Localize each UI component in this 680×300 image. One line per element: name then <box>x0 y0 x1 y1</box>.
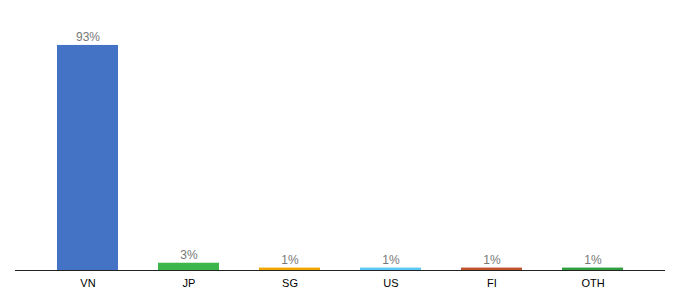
svg-text:VN: VN <box>80 277 95 289</box>
svg-text:3%: 3% <box>180 248 198 262</box>
svg-text:93%: 93% <box>76 30 100 44</box>
svg-text:1%: 1% <box>483 253 501 267</box>
svg-text:1%: 1% <box>584 253 602 267</box>
svg-text:JP: JP <box>183 277 196 289</box>
svg-text:US: US <box>383 277 398 289</box>
svg-text:1%: 1% <box>281 253 299 267</box>
svg-text:1%: 1% <box>382 253 400 267</box>
svg-text:FI: FI <box>487 277 497 289</box>
svg-text:OTH: OTH <box>581 277 604 289</box>
svg-text:SG: SG <box>282 277 298 289</box>
